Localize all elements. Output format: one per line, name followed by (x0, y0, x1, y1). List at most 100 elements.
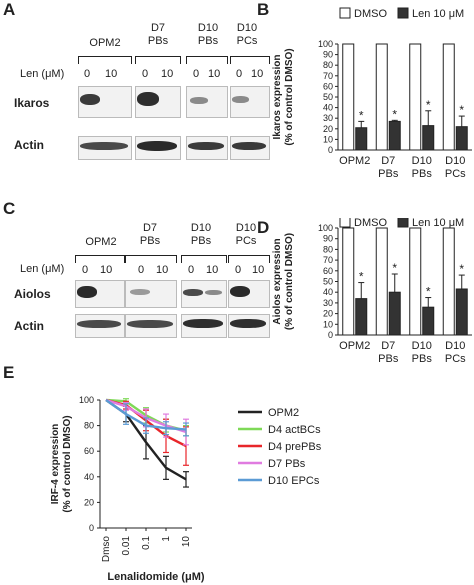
y-tick-label-b: 90 (323, 50, 333, 60)
significance-d-1: * (359, 270, 364, 284)
blot-a-ikaros-band-3 (190, 97, 208, 104)
significance-d-2: * (392, 261, 397, 275)
blot-a-row-label-ikaros: Ikaros (14, 96, 50, 110)
y-tick-label-d: 80 (323, 244, 333, 254)
blot-a-row-label-actin: Actin (14, 138, 44, 152)
legend-label-d-2: Len 10 μM (412, 218, 464, 229)
panel-label-d: D (257, 218, 270, 237)
blot-c-len-label: Len (μM) (20, 263, 65, 275)
blot-a-dose-4: 10 (161, 68, 174, 80)
y-tick-label-d: 0 (328, 330, 333, 340)
blot-c-bracket-3 (181, 255, 227, 263)
bar-b-len-4 (455, 126, 468, 151)
blot-a-ikaros-band-4 (232, 96, 249, 103)
x-tick-label-d-1: OPM2 (339, 340, 370, 352)
significance-d-4: * (459, 262, 464, 276)
significance-d-3: * (426, 285, 431, 299)
blot-c-aiolos-band-3b (205, 290, 222, 295)
y-tick-label-d: 90 (323, 234, 333, 244)
x-tick-label-d-2: PBs (378, 353, 399, 365)
y-tick-label-e: 0 (89, 523, 94, 533)
y-tick-label-b: 40 (323, 103, 333, 113)
y-tick-label-b: 50 (323, 92, 333, 102)
panel-label-e: E (3, 363, 15, 382)
blot-a-len-label: Len (μM) (20, 68, 65, 80)
x-tick-label-e: 1 (161, 536, 172, 542)
blot-c-dose-6: 10 (206, 264, 219, 276)
panel-label-c: C (3, 199, 16, 218)
y-tick-label-e: 100 (79, 395, 94, 405)
y-tick-label-e: 60 (84, 446, 94, 456)
blot-a-ikaros-band-2 (137, 92, 159, 106)
significance-b-1: * (359, 108, 364, 122)
blot-a-bracket-3 (186, 56, 228, 64)
x-tick-label-d-3: D10 (412, 340, 432, 352)
bar-d-len-3 (422, 306, 435, 336)
y-tick-label-d: 60 (323, 266, 333, 276)
blot-c-aiolos-band-1 (77, 286, 97, 298)
y-tick-label-b: 0 (328, 145, 333, 155)
y-axis-label-e: IRF-4 expression (50, 424, 61, 505)
y-tick-label-e: 20 (84, 497, 94, 507)
blot-a-actin-band-3 (188, 142, 224, 150)
bar-d-dmso-4 (442, 227, 455, 336)
blot-c-actin-band-4 (230, 319, 266, 328)
significance-b-2: * (392, 107, 397, 121)
bar-d-dmso-2 (375, 227, 388, 336)
blot-c-dose-4: 10 (156, 264, 169, 276)
y-axis-label-d: (% of control DMSO) (284, 233, 295, 330)
y-tick-label-d: 20 (323, 309, 333, 319)
bar-d-len-4 (455, 288, 468, 336)
series-line-e-5 (105, 399, 187, 431)
panel-label-b: B (257, 0, 270, 19)
western-blot-a: OPM2 D7 PBs D10 PBs D10 PCs Len (μM) 0 10 0… (0, 0, 270, 200)
x-tick-label-d-3: PBs (412, 353, 433, 365)
blot-c-group-label-3: D10 PBs (190, 222, 212, 247)
blot-c-aiolos-band-3a (183, 289, 203, 296)
blot-a-dose-1: 0 (84, 68, 91, 80)
legend-label-b-1: DMSO (354, 8, 387, 20)
x-tick-label-b-1: OPM2 (339, 155, 370, 167)
legend-swatch-d-1 (339, 218, 351, 228)
blot-c-group-label-1: OPM2 (85, 236, 117, 248)
y-tick-label-b: 60 (323, 81, 333, 91)
blot-a-dose-5: 0 (193, 68, 200, 80)
y-axis-label-b: Ikaros expression (272, 54, 283, 139)
blot-a-bracket-4 (230, 56, 270, 64)
blot-c-actin-band-1 (77, 320, 121, 328)
legend-label-e-1: OPM2 (268, 407, 299, 419)
bar-b-len-1 (355, 127, 368, 151)
x-tick-label-d-2: D7 (381, 340, 395, 352)
blot-c-group-label-2: D7 PBs (139, 222, 161, 247)
bar-b-dmso-2 (375, 43, 388, 151)
bar-b-dmso-3 (409, 43, 422, 151)
significance-b-3: * (426, 98, 431, 112)
blot-c-dose-5: 0 (188, 264, 195, 276)
bar-b-dmso-4 (442, 43, 455, 151)
bar-b-len-2 (388, 120, 401, 151)
significance-b-4: * (459, 103, 464, 117)
y-tick-label-d: 50 (323, 277, 333, 287)
y-axis-label-e: (% of control DMSO) (62, 415, 73, 512)
blot-a-dose-6: 10 (208, 68, 221, 80)
x-tick-label-b-4: PCs (445, 168, 466, 180)
western-blot-c: OPM2 D7 PBs D10 PBs D10 PCs Len (μM) 0 10 0… (0, 200, 270, 360)
blot-a-actin-band-1 (80, 142, 128, 150)
bar-d-len-2 (388, 291, 401, 336)
blot-c-row-label-actin: Actin (14, 319, 44, 333)
blot-a-actin-band-2 (137, 141, 177, 151)
x-tick-label-d-4: D10 (445, 340, 465, 352)
bar-b-len-3 (422, 125, 435, 151)
irf4-line-chart: 0 20 40 60 80 100 Dmso 0.01 0.1 1 10 IRF-4 expressi… (50, 395, 322, 583)
blot-a-dose-2: 10 (105, 68, 118, 80)
x-axis-label-e: Lenalidomide (μM) (107, 571, 205, 583)
y-axis-label-d: Aiolos expression (272, 238, 283, 324)
legend-label-e-3: D4 prePBs (268, 441, 322, 453)
y-axis-label-b: (% of control DMSO) (284, 48, 295, 145)
x-tick-label-e: 10 (181, 536, 192, 548)
legend-label-b-2: Len 10 μM (412, 8, 464, 20)
blot-c-bracket-4 (228, 255, 270, 263)
blot-c-bracket-2 (125, 255, 177, 263)
